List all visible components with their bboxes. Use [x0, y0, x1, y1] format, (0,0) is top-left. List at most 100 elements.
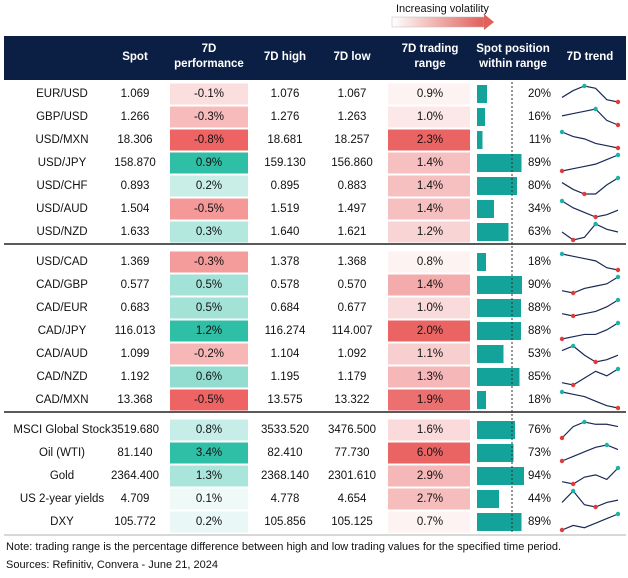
low: 1.368 — [338, 256, 367, 268]
trend-min — [615, 99, 621, 105]
trend-line — [561, 345, 619, 363]
perf-cell — [170, 511, 248, 533]
low: 2301.610 — [328, 470, 376, 482]
perf: 0.5% — [196, 302, 222, 314]
high: 13.575 — [267, 394, 302, 406]
row-label: USD/NZD — [36, 226, 87, 238]
trend-line — [561, 444, 619, 462]
low: 105.125 — [331, 516, 373, 528]
spot: 1.369 — [121, 256, 150, 268]
range: 1.0% — [417, 302, 443, 314]
header: range — [414, 58, 445, 70]
spot: 116.013 — [115, 325, 156, 337]
trend-line — [561, 85, 619, 103]
position: 90% — [528, 279, 551, 291]
perf: -0.5% — [194, 203, 224, 215]
perf: 1.2% — [196, 325, 222, 337]
trend-max — [559, 198, 565, 204]
range-cell — [388, 152, 470, 174]
perf: -0.5% — [194, 394, 224, 406]
trend-min — [615, 405, 621, 411]
perf: -0.2% — [194, 348, 224, 360]
perf: 0.8% — [196, 424, 222, 436]
row-label: Oil (WTI) — [39, 447, 85, 459]
row-label: CAD/EUR — [36, 302, 88, 314]
low: 1.263 — [338, 111, 367, 123]
trend-min — [571, 481, 576, 487]
low: 13.322 — [334, 394, 369, 406]
low: 0.883 — [338, 180, 367, 192]
position-bar — [477, 253, 486, 271]
perf-cell — [170, 419, 248, 441]
position: 44% — [528, 493, 551, 505]
range: 0.9% — [417, 88, 443, 100]
low: 3476.500 — [328, 424, 376, 436]
trend-line — [561, 368, 619, 386]
position: 53% — [528, 348, 551, 360]
high: 0.578 — [271, 279, 300, 291]
high: 105.856 — [264, 516, 306, 528]
spot: 1.504 — [121, 203, 150, 215]
trend-min — [559, 168, 565, 174]
trend-line — [561, 490, 619, 508]
position-bar — [477, 391, 486, 409]
header: 7D high — [264, 51, 306, 63]
position: 11% — [529, 134, 551, 146]
high: 0.684 — [271, 302, 300, 314]
low: 1.092 — [338, 348, 367, 360]
spot: 1.099 — [121, 348, 150, 360]
range: 2.9% — [417, 470, 443, 482]
trend-min — [571, 313, 576, 319]
trend-line — [561, 253, 619, 271]
trend-line — [561, 421, 619, 439]
range: 6.0% — [417, 447, 443, 459]
range-cell — [388, 511, 470, 533]
trend-min — [593, 214, 598, 220]
spot: 3519.680 — [111, 424, 159, 436]
perf: 0.3% — [196, 226, 222, 238]
high: 82.410 — [267, 447, 302, 459]
row-label: CAD/JPY — [38, 325, 87, 337]
trend-line — [561, 276, 619, 294]
high: 0.895 — [271, 180, 300, 192]
trend-min — [582, 191, 587, 197]
trend-min — [559, 527, 565, 533]
perf: 3.4% — [196, 447, 222, 459]
volatility-note: Increasing volatility — [396, 3, 489, 15]
position: 89% — [528, 516, 551, 528]
volatility-arrow — [484, 14, 494, 30]
row-label: USD/JPY — [38, 157, 87, 169]
position-bar — [477, 467, 524, 485]
position: 80% — [528, 180, 551, 192]
position-bar — [477, 368, 520, 386]
row-label: Gold — [50, 470, 74, 482]
perf-cell — [170, 297, 248, 319]
position-bar — [477, 85, 487, 103]
trend-min — [593, 504, 598, 510]
high: 1.276 — [271, 111, 300, 123]
volatility-gradient — [391, 16, 485, 28]
range-cell — [388, 106, 470, 128]
position-bar — [477, 223, 509, 241]
range-cell — [388, 274, 470, 296]
range: 0.8% — [417, 256, 443, 268]
perf: -0.1% — [194, 88, 224, 100]
high: 116.274 — [265, 325, 306, 337]
perf: 1.3% — [196, 470, 222, 482]
perf: 0.1% — [196, 493, 222, 505]
low: 1.497 — [338, 203, 367, 215]
position-bar — [477, 345, 504, 363]
spot: 1.633 — [121, 226, 150, 238]
row-label: US 2-year yields — [20, 493, 105, 505]
perf-cell — [170, 343, 248, 365]
header: Spot position — [476, 43, 549, 55]
perf-cell — [170, 366, 248, 388]
spot: 0.577 — [121, 279, 150, 291]
range: 1.3% — [417, 371, 443, 383]
range-cell — [388, 320, 470, 342]
position-bar — [477, 108, 485, 126]
range-cell — [388, 465, 470, 487]
low: 114.007 — [332, 325, 373, 337]
position: 89% — [528, 157, 551, 169]
range: 1.4% — [417, 203, 443, 215]
